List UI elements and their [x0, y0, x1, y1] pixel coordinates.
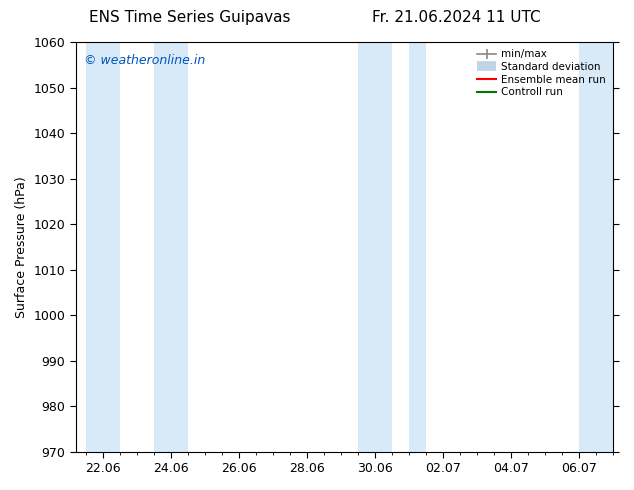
Text: Fr. 21.06.2024 11 UTC: Fr. 21.06.2024 11 UTC	[372, 10, 541, 25]
Bar	[410, 42, 426, 452]
Bar	[579, 42, 614, 452]
Bar	[358, 42, 392, 452]
Y-axis label: Surface Pressure (hPa): Surface Pressure (hPa)	[15, 176, 28, 318]
Bar	[86, 42, 120, 452]
Text: © weatheronline.in: © weatheronline.in	[84, 54, 205, 67]
Bar	[154, 42, 188, 452]
Legend: min/max, Standard deviation, Ensemble mean run, Controll run: min/max, Standard deviation, Ensemble me…	[476, 47, 608, 99]
Text: ENS Time Series Guipavas: ENS Time Series Guipavas	[89, 10, 291, 25]
